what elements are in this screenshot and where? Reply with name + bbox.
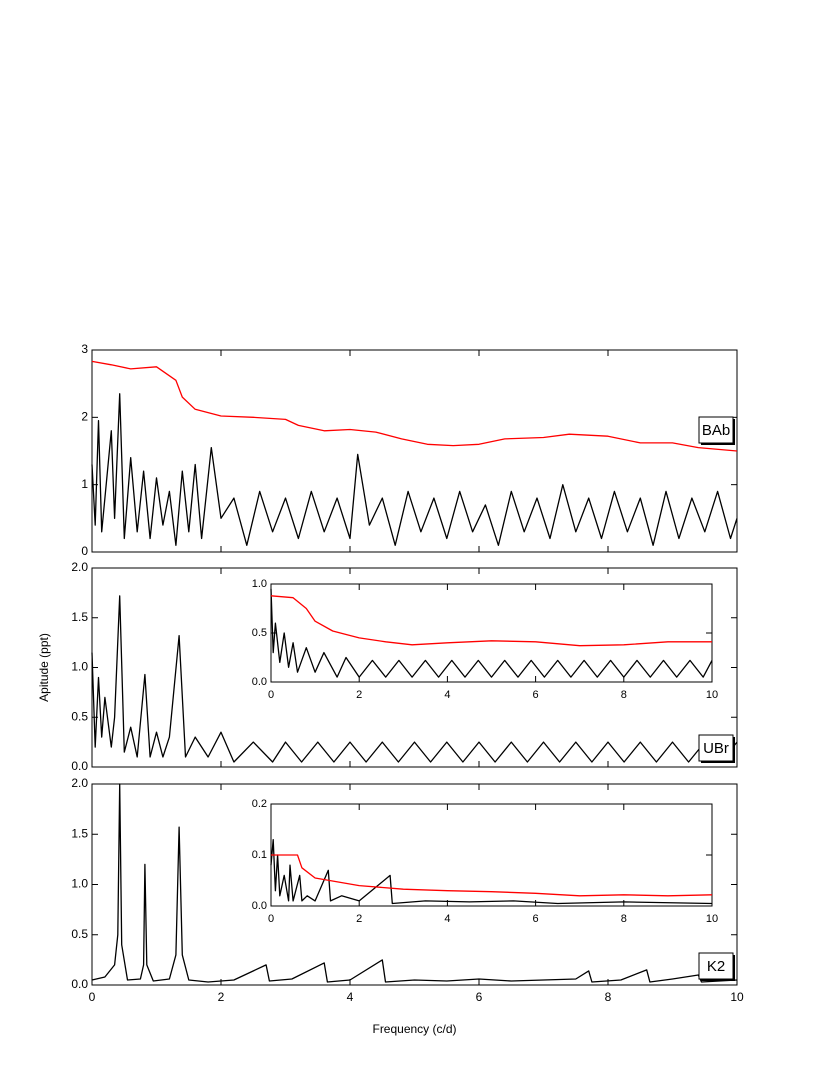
x-tick-label: 6: [533, 689, 539, 701]
y-tick-label: 0.0: [252, 676, 267, 688]
y-tick-label: 0.5: [252, 627, 267, 639]
x-tick-label: 8: [621, 913, 627, 925]
x-tick-label: 0: [89, 990, 96, 1004]
spectrum-line: [91, 595, 738, 763]
threshold-line: [91, 360, 738, 452]
y-tick-label: 2: [81, 410, 88, 424]
x-tick-label: 6: [533, 913, 539, 925]
y-tick-label: 2.0: [71, 560, 88, 574]
threshold-line: [271, 854, 713, 897]
x-tick-label: 10: [730, 990, 744, 1004]
y-tick-label: 1.0: [71, 877, 88, 891]
y-tick-label: 0.2: [252, 798, 267, 810]
y-tick-label: 0.1: [252, 849, 267, 861]
panel-label: BAb: [702, 422, 730, 439]
spectrum-line: [270, 839, 713, 905]
y-tick-label: 1: [81, 477, 88, 491]
panel-label: K2: [707, 958, 725, 975]
y-tick-label: 1.5: [71, 826, 88, 840]
spectrum-line: [91, 783, 738, 983]
x-tick-label: 2: [356, 913, 362, 925]
spectrum-line: [91, 393, 738, 546]
inset-frame: [270, 583, 713, 683]
label-box: [698, 734, 734, 762]
x-tick-label: 4: [444, 913, 450, 925]
label-box: [698, 416, 734, 444]
x-tick-label: 8: [621, 689, 627, 701]
x-tick-label: 4: [444, 689, 450, 701]
spectrum-line: [270, 588, 713, 678]
x-tick-label: 0: [268, 913, 274, 925]
x-axis-title: Frequency (c/d): [372, 1022, 456, 1036]
x-tick-label: 10: [706, 913, 718, 925]
y-tick-label: 1.5: [71, 610, 88, 624]
x-tick-label: 6: [476, 990, 483, 1004]
y-tick-label: 0: [81, 544, 88, 558]
y-tick-label: 0.0: [71, 977, 88, 991]
y-tick-label: 2.0: [71, 776, 88, 790]
y-tick-label: 0.0: [252, 900, 267, 912]
inset-frame: [270, 803, 713, 907]
y-tick-label: 1.0: [71, 660, 88, 674]
label-box: [698, 952, 734, 980]
x-tick-label: 2: [356, 689, 362, 701]
panel-frame: [91, 349, 738, 553]
y-axis-title: Apitude (ppt): [37, 633, 51, 702]
x-tick-label: 0: [268, 689, 274, 701]
x-tick-label: 2: [218, 990, 225, 1004]
threshold-line: [270, 595, 712, 647]
x-tick-label: 10: [706, 689, 718, 701]
panel-label: UBr: [703, 740, 729, 757]
y-tick-label: 3: [81, 342, 88, 356]
y-tick-label: 0.0: [71, 759, 88, 773]
x-tick-label: 8: [605, 990, 612, 1004]
y-tick-label: 0.5: [71, 709, 88, 723]
x-tick-label: 4: [347, 990, 354, 1004]
y-tick-label: 1.0: [252, 578, 267, 590]
y-tick-label: 0.5: [71, 927, 88, 941]
